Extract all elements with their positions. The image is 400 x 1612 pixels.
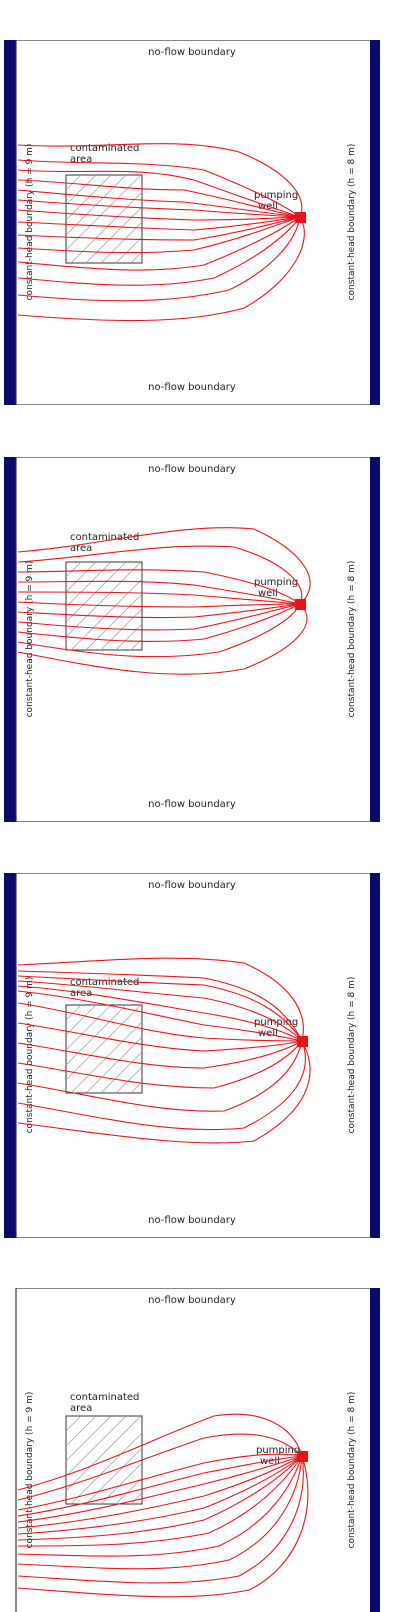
pumping-well-icon — [297, 1036, 308, 1047]
bottom-boundary-label: no-flow boundary — [148, 799, 236, 810]
pathlines — [17, 527, 311, 675]
top-boundary-label: no-flow boundary — [148, 1295, 236, 1306]
model-frame — [15, 1288, 377, 1612]
left-boundary-band — [4, 40, 16, 405]
flow-model-panel-4: no-flow boundary constant-head boundary … — [15, 1288, 380, 1612]
diagram-panel-4: no-flow boundary constant-head boundary … — [4, 1288, 380, 1612]
left-boundary-label: constant-head boundary (h = 9 m) — [25, 977, 35, 1134]
pumping-well-icon — [295, 599, 306, 610]
diagram-panel-1: no-flow boundary no-flow boundary consta… — [4, 40, 380, 405]
pumping-well-icon — [297, 1451, 308, 1462]
model-frame — [15, 40, 377, 405]
pumping-well-label: pumping — [256, 1445, 300, 1456]
right-boundary-label: constant-head boundary (h = 8 m) — [347, 1392, 357, 1549]
contaminated-area-label: contaminated — [70, 1392, 139, 1403]
top-boundary-label: no-flow boundary — [148, 464, 236, 475]
model-frame — [15, 873, 377, 1238]
contaminated-area-label-2: area — [70, 154, 92, 165]
pumping-well-label-2: well — [258, 588, 278, 599]
flow-model-panel-2: no-flow boundary no-flow boundary consta… — [4, 457, 380, 822]
top-boundary-label: no-flow boundary — [148, 880, 236, 891]
contaminated-area-label-2: area — [70, 988, 92, 999]
right-boundary-band — [370, 873, 380, 1238]
bottom-boundary-label: no-flow boundary — [148, 382, 236, 393]
pathlines — [17, 1413, 309, 1598]
contaminated-area-label-2: area — [70, 543, 92, 554]
diagram-panel-2: no-flow boundary no-flow boundary consta… — [4, 457, 380, 822]
left-boundary-label: constant-head boundary (h = 9 m) — [25, 561, 35, 718]
contaminated-area-label: contaminated — [70, 532, 139, 543]
pathlines — [17, 143, 305, 322]
pathlines — [17, 957, 311, 1144]
pumping-well-label: pumping — [254, 577, 298, 588]
left-boundary-band — [4, 457, 16, 822]
flow-model-panel-1: no-flow boundary no-flow boundary consta… — [4, 40, 380, 405]
contaminated-area — [65, 1004, 143, 1094]
flow-model-panel-3: no-flow boundary no-flow boundary consta… — [4, 873, 380, 1238]
right-boundary-label: constant-head boundary (h = 8 m) — [347, 977, 357, 1134]
right-boundary-band — [370, 457, 380, 822]
right-boundary-band — [370, 1288, 380, 1612]
contaminated-area-label: contaminated — [70, 977, 139, 988]
pumping-well-icon — [295, 212, 306, 223]
pumping-well-label-2: well — [258, 1028, 278, 1039]
top-boundary-label: no-flow boundary — [148, 47, 236, 58]
diagram-panel-3: no-flow boundary no-flow boundary consta… — [4, 873, 380, 1238]
right-boundary-band — [370, 40, 380, 405]
left-boundary-label: constant-head boundary (h = 9 m) — [25, 1392, 35, 1549]
left-boundary-band — [4, 873, 16, 1238]
pumping-well-label: pumping — [254, 190, 298, 201]
contaminated-area-label-2: area — [70, 1403, 92, 1414]
contaminated-area-label: contaminated — [70, 143, 139, 154]
pumping-well-label-2: well — [260, 1456, 280, 1467]
right-boundary-label: constant-head boundary (h = 8 m) — [347, 144, 357, 301]
bottom-boundary-label: no-flow boundary — [148, 1215, 236, 1226]
right-boundary-label: constant-head boundary (h = 8 m) — [347, 561, 357, 718]
left-boundary-label: constant-head boundary (h = 9 m) — [25, 144, 35, 301]
